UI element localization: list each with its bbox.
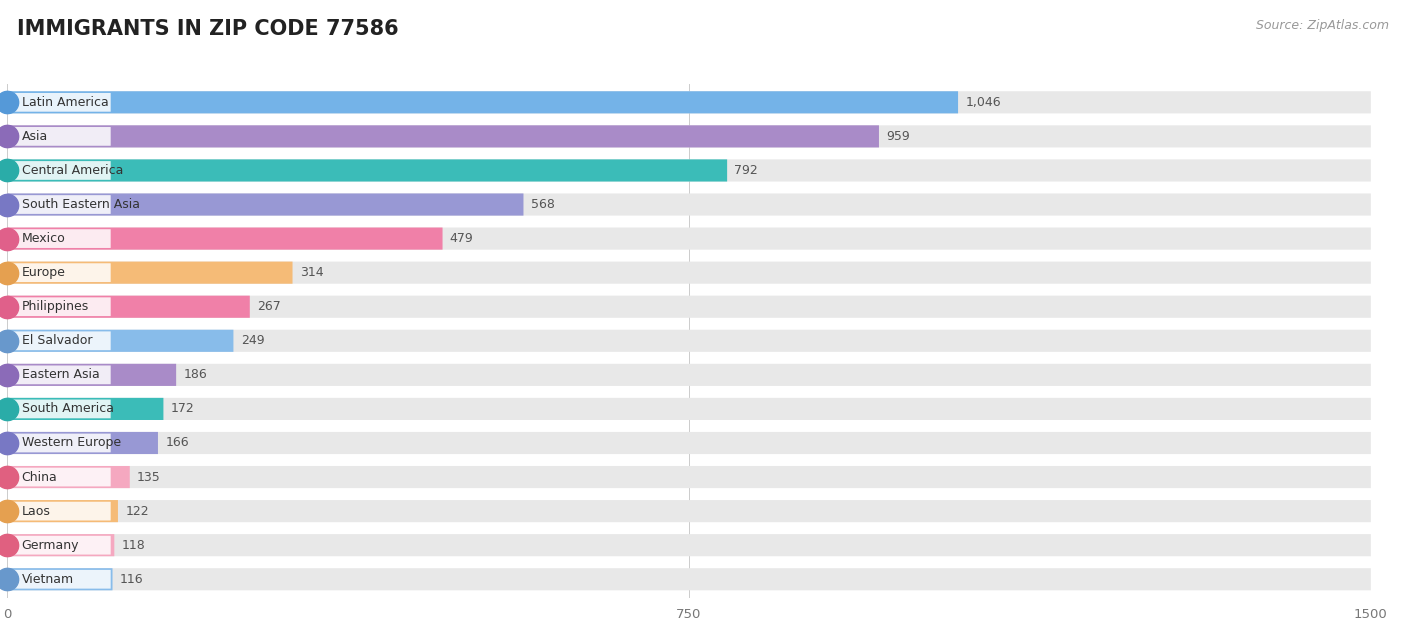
Text: 1,046: 1,046 [966,96,1001,109]
FancyBboxPatch shape [7,228,1371,249]
FancyBboxPatch shape [7,125,1371,147]
Point [0,574,18,584]
FancyBboxPatch shape [7,194,1371,215]
FancyBboxPatch shape [11,297,111,316]
FancyBboxPatch shape [7,296,250,318]
FancyBboxPatch shape [7,91,1371,113]
Point [0,302,18,312]
Text: Central America: Central America [21,164,122,177]
Text: 118: 118 [121,539,145,552]
FancyBboxPatch shape [7,432,157,454]
Text: IMMIGRANTS IN ZIP CODE 77586: IMMIGRANTS IN ZIP CODE 77586 [17,19,398,39]
FancyBboxPatch shape [11,467,111,486]
FancyBboxPatch shape [11,229,111,248]
Point [0,199,18,210]
FancyBboxPatch shape [11,399,111,419]
FancyBboxPatch shape [7,432,1371,454]
Text: South Eastern Asia: South Eastern Asia [21,198,139,211]
Point [0,540,18,550]
FancyBboxPatch shape [7,262,1371,284]
Text: 166: 166 [166,437,188,449]
FancyBboxPatch shape [7,500,118,522]
FancyBboxPatch shape [11,127,111,146]
Text: Vietnam: Vietnam [21,573,73,586]
FancyBboxPatch shape [7,159,1371,181]
FancyBboxPatch shape [11,536,111,554]
FancyBboxPatch shape [7,228,443,249]
FancyBboxPatch shape [7,534,1371,556]
Text: 172: 172 [170,403,194,415]
FancyBboxPatch shape [7,194,523,215]
FancyBboxPatch shape [7,398,1371,420]
Text: Western Europe: Western Europe [21,437,121,449]
Text: 186: 186 [183,368,207,381]
Text: 135: 135 [136,471,160,484]
FancyBboxPatch shape [7,466,1371,488]
Text: Asia: Asia [21,130,48,143]
FancyBboxPatch shape [7,262,292,284]
Text: Source: ZipAtlas.com: Source: ZipAtlas.com [1256,19,1389,32]
Text: Eastern Asia: Eastern Asia [21,368,100,381]
Point [0,438,18,448]
FancyBboxPatch shape [7,159,727,181]
FancyBboxPatch shape [11,331,111,350]
FancyBboxPatch shape [7,466,129,488]
FancyBboxPatch shape [11,365,111,385]
Text: 249: 249 [240,334,264,347]
FancyBboxPatch shape [11,433,111,453]
FancyBboxPatch shape [7,500,1371,522]
FancyBboxPatch shape [11,502,111,520]
Point [0,370,18,380]
FancyBboxPatch shape [11,570,111,588]
Text: 479: 479 [450,232,474,245]
Text: Europe: Europe [21,266,66,279]
Text: Laos: Laos [21,505,51,518]
FancyBboxPatch shape [7,568,1371,590]
Point [0,165,18,176]
FancyBboxPatch shape [11,161,111,180]
FancyBboxPatch shape [7,91,957,113]
Text: China: China [21,471,58,484]
Text: 568: 568 [530,198,554,211]
Point [0,336,18,346]
Text: 122: 122 [125,505,149,518]
Text: 314: 314 [299,266,323,279]
Point [0,472,18,482]
Text: Philippines: Philippines [21,300,89,313]
FancyBboxPatch shape [7,330,1371,352]
Point [0,131,18,141]
Text: 959: 959 [886,130,910,143]
Point [0,267,18,278]
FancyBboxPatch shape [7,364,1371,386]
Text: El Salvador: El Salvador [21,334,91,347]
FancyBboxPatch shape [7,568,112,590]
Text: 792: 792 [734,164,758,177]
Point [0,233,18,244]
Point [0,97,18,107]
Text: South America: South America [21,403,114,415]
Point [0,404,18,414]
FancyBboxPatch shape [11,93,111,112]
Text: 267: 267 [257,300,281,313]
FancyBboxPatch shape [11,263,111,282]
Text: 116: 116 [120,573,143,586]
FancyBboxPatch shape [7,534,114,556]
FancyBboxPatch shape [7,125,879,147]
Point [0,506,18,516]
FancyBboxPatch shape [7,364,176,386]
Text: Germany: Germany [21,539,79,552]
Text: Mexico: Mexico [21,232,65,245]
FancyBboxPatch shape [7,398,163,420]
FancyBboxPatch shape [11,195,111,214]
FancyBboxPatch shape [7,330,233,352]
Text: Latin America: Latin America [21,96,108,109]
FancyBboxPatch shape [7,296,1371,318]
